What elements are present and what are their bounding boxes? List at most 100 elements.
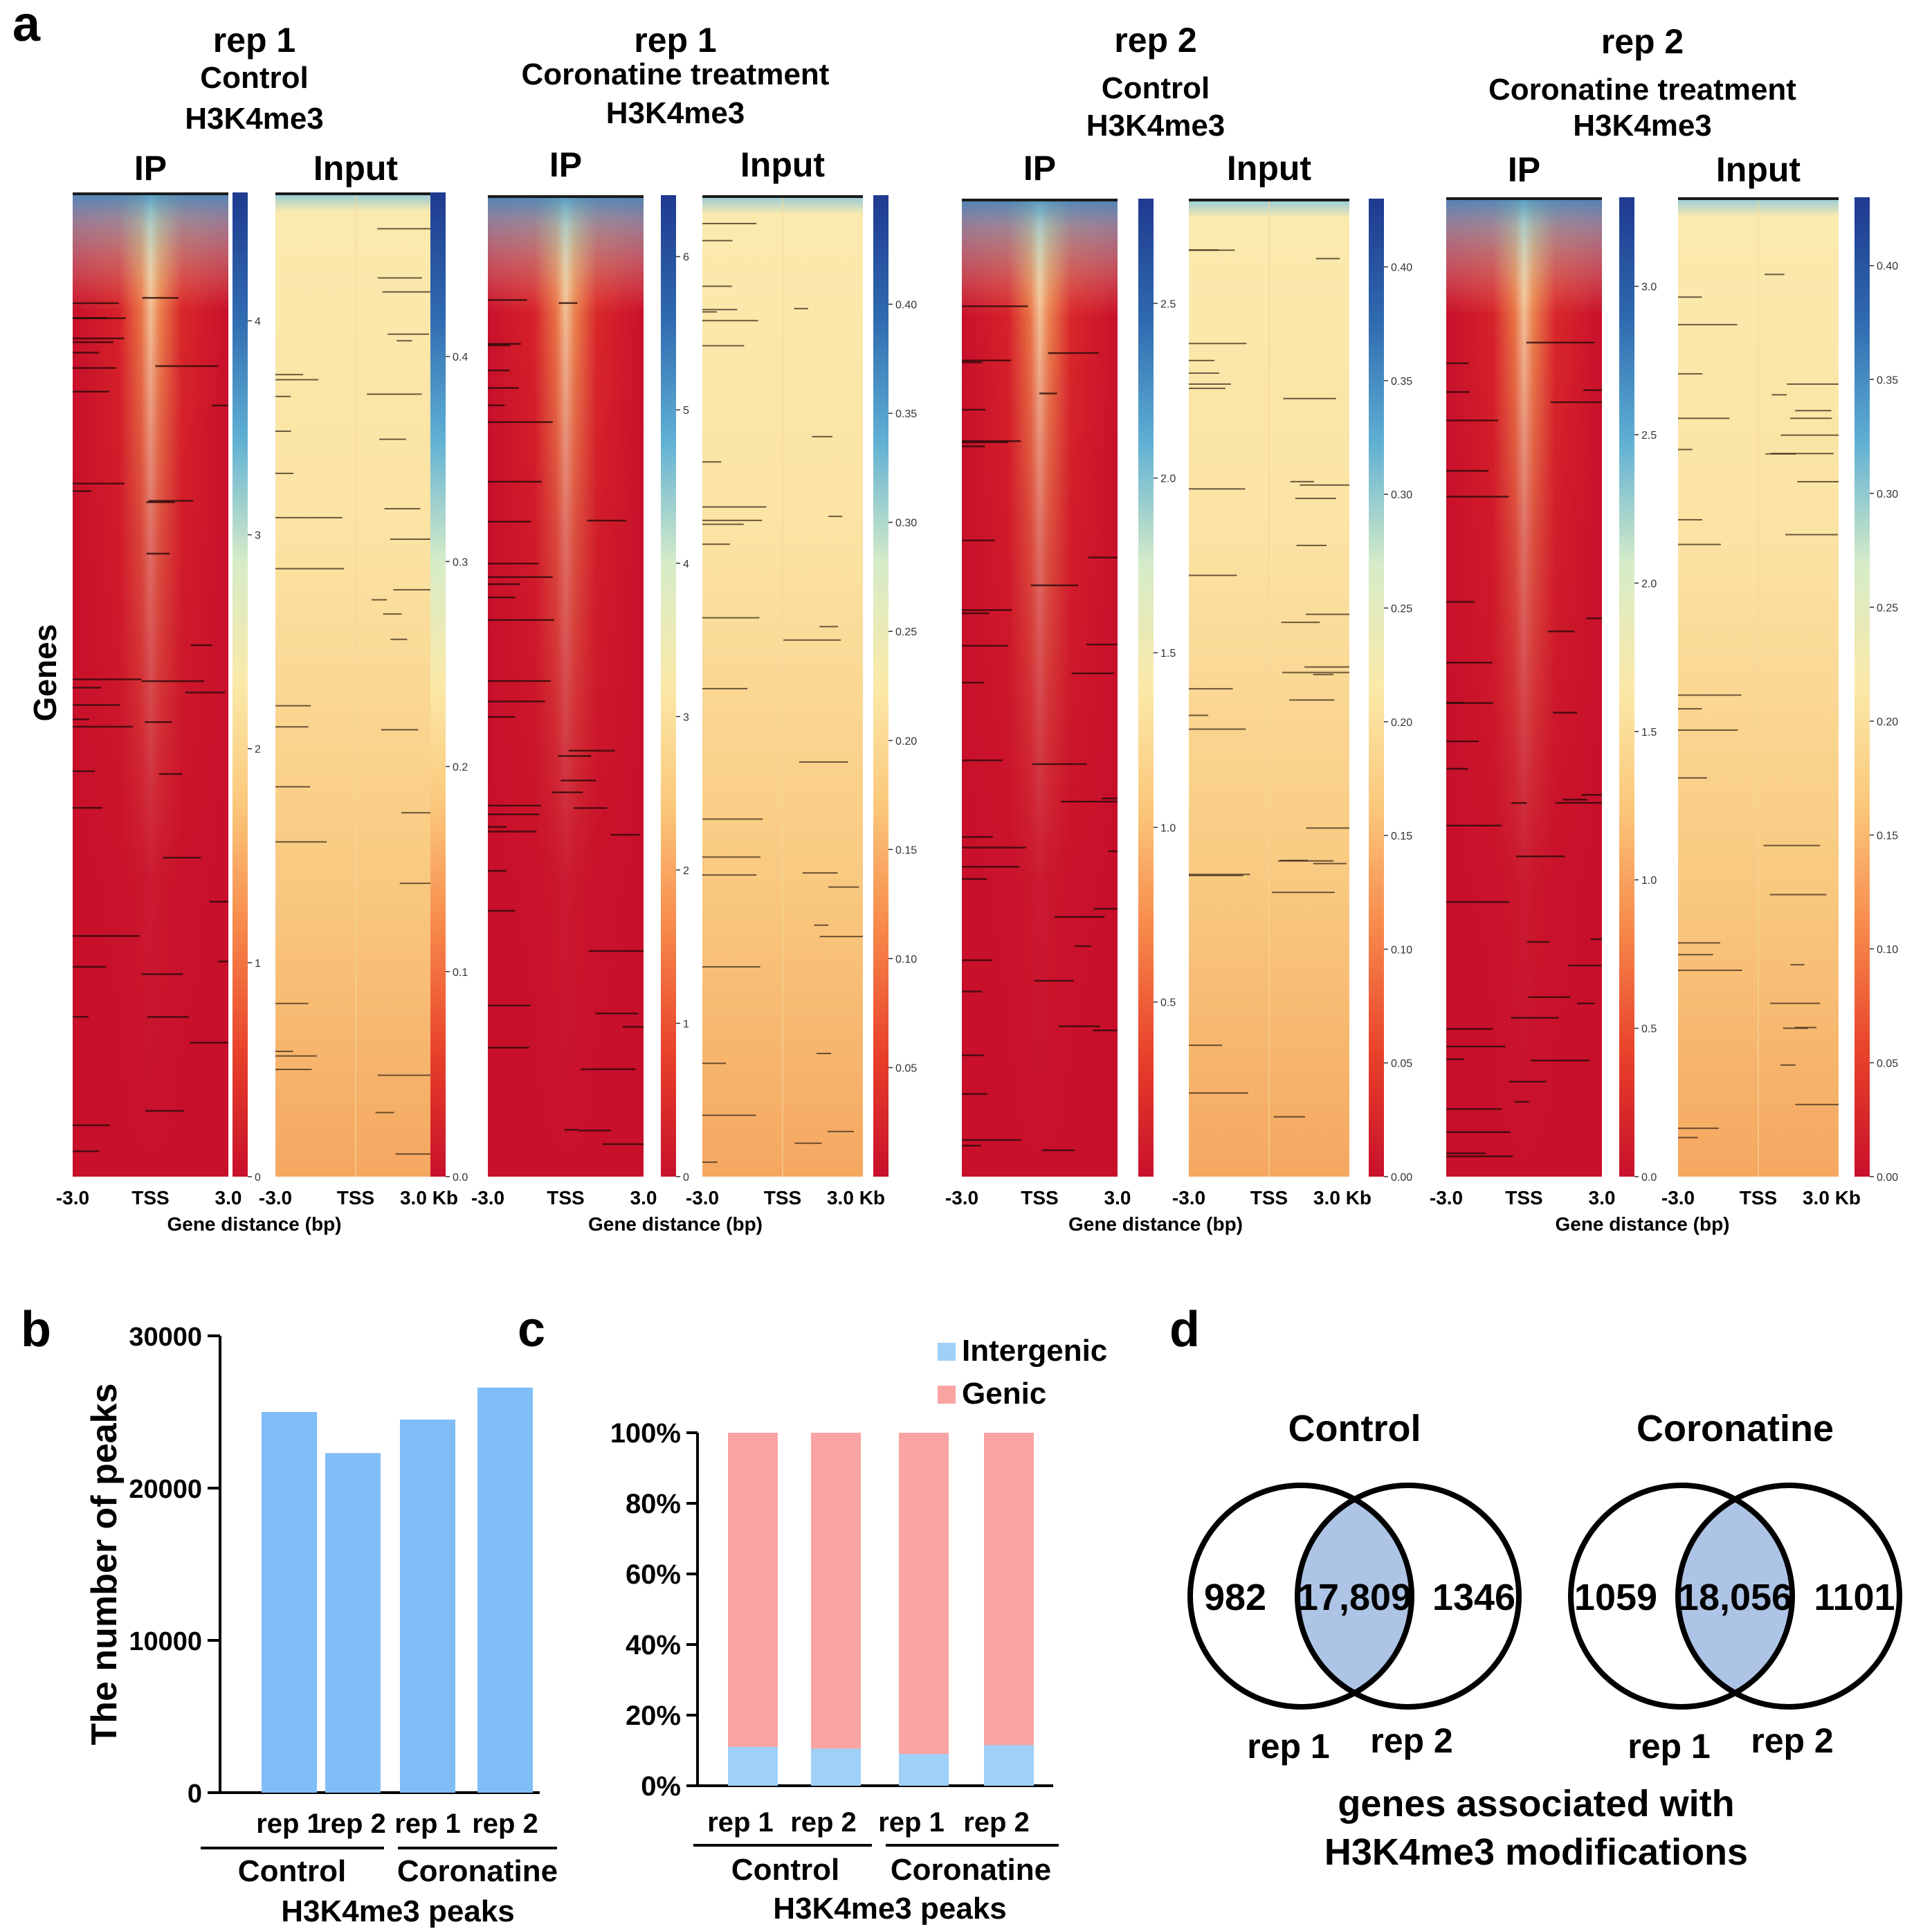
input-colorbar-tick-label: 0.30 [1391,489,1412,501]
input-gap-line [1189,874,1243,876]
ip-gap-line [73,806,102,809]
ip-gap-line [622,1026,644,1028]
input-gap-line [702,523,744,525]
input-gap-line [702,1062,727,1065]
input-gap-line [702,687,748,689]
ip-gap-line [1088,556,1118,559]
ip-x-tick-label: TSS [1021,1187,1058,1208]
input-gap-line [702,320,758,322]
input-gap-line [1763,844,1821,846]
ip-gap-line [73,302,119,305]
input-column-title: Input [1227,149,1312,188]
input-gap-line [702,856,760,858]
ip-gap-line [1562,799,1587,801]
group-mark-title: H3K4me3 [1573,109,1712,143]
input-gap-line [1780,1064,1796,1066]
y-tick-label: 40% [626,1630,681,1660]
input-x-tick-label: TSS [764,1187,801,1208]
ip-gap-line [595,1012,639,1015]
input-gap-line [275,431,291,433]
ip-gap-line [1590,938,1602,941]
ip-x-tick-label: -3.0 [1430,1187,1463,1208]
ip-column-title: IP [134,149,167,188]
input-column-title: Input [740,145,826,184]
group-mark-title: H3K4me3 [606,96,745,130]
input-gap-line [1189,383,1231,385]
panel-label-b: b [21,1302,51,1357]
input-gap-line [1678,449,1693,451]
ip-gap-line [1446,1155,1513,1157]
ip-colorbar-tick-label: 4 [683,559,689,570]
panel-label-c: c [518,1302,546,1357]
ip-colorbar [233,192,248,1177]
ip-gap-line [1446,824,1502,827]
ip-x-tick-label: 3.0 [630,1187,657,1208]
ip-gap-line [962,759,1003,761]
input-colorbar-tick-label: 0.05 [1391,1058,1412,1070]
venn-caption: genes associated with [1338,1783,1734,1824]
input-gap-line [275,1051,293,1053]
ip-gap-line [1446,362,1469,365]
ip-gap-line [1446,601,1475,603]
input-gap-line [702,874,757,876]
input-gap-line [1678,708,1702,710]
input-gap-line [1771,394,1787,396]
input-gap-line [275,726,309,728]
input-gap-line [275,841,327,843]
ip-heatmap-topline [1446,197,1602,200]
ip-gap-line [1446,496,1509,498]
input-gap-line [814,924,829,926]
ip-gap-line [488,1004,531,1007]
input-gap-line [383,613,402,615]
input-gap-line [1315,257,1340,260]
venn-label-left: rep 1 [1247,1727,1330,1766]
input-x-tick-label: -3.0 [259,1187,292,1208]
input-gap-line [275,1055,317,1057]
ip-gap-line [962,866,1020,868]
x-tick-label: rep 1 [394,1809,461,1839]
ip-gap-line [1446,1058,1464,1060]
ip-gap-line [962,681,984,684]
ip-colorbar [1619,197,1634,1177]
input-colorbar [430,192,446,1177]
ip-gap-line [962,609,1012,611]
x-axis-title: H3K4me3 peaks [281,1894,515,1928]
ip-gap-line [1034,979,1074,982]
input-gap-line [275,516,343,518]
ip-gap-line [488,562,539,565]
ip-colorbar-tick-label: 3.0 [1641,282,1657,293]
input-colorbar-tick-label: 0.35 [1391,376,1412,388]
ip-gap-line [552,791,583,794]
ip-gap-line [488,826,507,828]
ip-gap-line [1550,401,1602,404]
input-colorbar-tick-label: 0.25 [1391,603,1412,615]
input-gap-line [702,966,760,968]
input-gap-line [367,393,422,395]
input-gap-line [819,936,863,938]
input-colorbar [1369,199,1384,1177]
ip-colorbar-tick-label: 2 [255,744,261,756]
x-axis-title: Gene distance (bp) [1555,1213,1729,1235]
input-colorbar-tick-label: 0.3 [453,556,468,568]
genic-bar [728,1433,778,1747]
input-colorbar-tick-label: 0.15 [895,844,917,856]
input-gap-line [1678,694,1742,696]
group-label: Coronatine [397,1854,558,1888]
ip-colorbar-tick-label: 1 [255,958,261,970]
ip-x-tick-label: TSS [547,1187,584,1208]
ip-gap-line [488,869,507,872]
input-gap-line [1678,518,1702,520]
ip-gap-line [488,299,527,301]
input-gap-line [275,379,319,381]
group-condition-title: Control [200,61,308,95]
ip-x-tick-label: 3.0 [215,1187,242,1208]
ip-gap-line [1446,391,1470,393]
input-gap-line [275,705,311,707]
ip-gap-line [488,909,516,912]
ip-gap-line [190,1042,228,1044]
input-gap-line [1770,1002,1821,1004]
input-gap-line [1795,410,1832,412]
input-gap-line [1797,480,1839,482]
ip-gap-line [588,950,644,952]
ip-x-tick-label: TSS [1505,1187,1542,1208]
